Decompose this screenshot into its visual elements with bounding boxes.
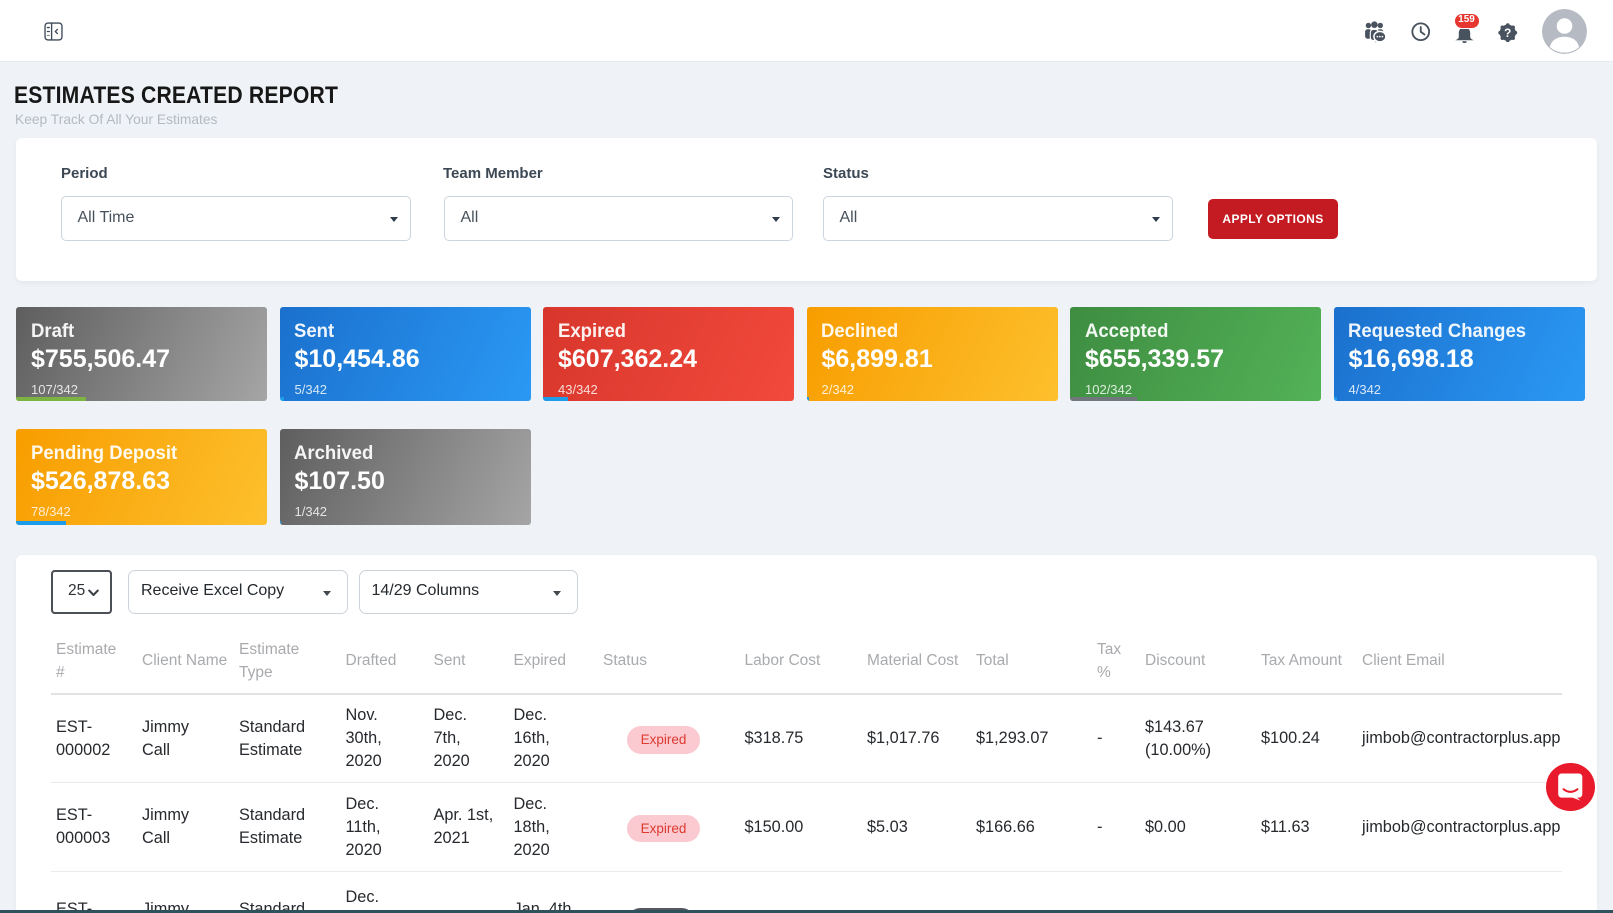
svg-text:?: ? bbox=[1504, 26, 1511, 39]
